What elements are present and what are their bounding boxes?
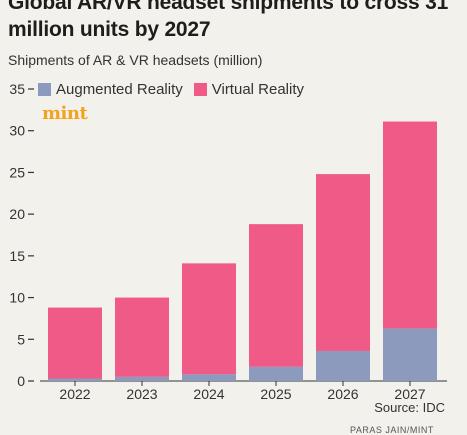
bar-ar-2025: [249, 366, 303, 381]
bar-vr-2025: [249, 224, 303, 367]
bar-vr-2026: [316, 174, 370, 351]
bar-vr-2027: [383, 121, 437, 329]
y-tick-label: 5: [17, 331, 25, 347]
legend: Augmented Reality Virtual Reality: [38, 81, 315, 98]
legend-swatch-vr: [193, 83, 207, 96]
y-tick-label: 30: [9, 123, 25, 139]
y-tick-label: 35: [9, 81, 25, 97]
bar-ar-2024: [182, 374, 236, 381]
y-tick-label: 10: [9, 290, 25, 306]
legend-item-vr: Virtual Reality: [193, 81, 305, 98]
x-tick-label: 2022: [59, 386, 90, 402]
chart-subtitle: Shipments of AR & VR headsets (million): [8, 52, 263, 68]
x-tick-label: 2026: [327, 386, 358, 402]
legend-item-ar: Augmented Reality: [38, 81, 183, 98]
legend-label-vr: Virtual Reality: [211, 81, 305, 98]
bar-ar-2026: [316, 350, 370, 381]
chart-title: Global AR/VR headset shipments to cross …: [8, 0, 449, 41]
bar-ar-2027: [383, 328, 437, 381]
legend-swatch-ar: [38, 83, 51, 96]
x-tick-label: 2024: [193, 386, 224, 402]
bar-vr-2023: [115, 297, 169, 377]
x-tick-label: 2027: [394, 386, 425, 402]
mint-logo: mint: [42, 103, 88, 124]
bar-vr-2022: [48, 307, 102, 379]
x-tick-label: 2023: [126, 386, 157, 402]
y-tick-label: 15: [9, 248, 25, 264]
credit-note: PARAS JAIN/MINT: [350, 425, 434, 435]
legend-label-ar: Augmented Reality: [56, 81, 183, 98]
y-tick-label: 25: [9, 164, 25, 180]
bar-vr-2024: [182, 263, 236, 375]
bar-ar-2022: [48, 378, 102, 381]
y-tick-label: 0: [17, 373, 25, 389]
y-tick-label: 20: [9, 206, 25, 222]
source-note: Source: IDC: [374, 400, 445, 415]
bar-ar-2023: [115, 376, 169, 381]
x-tick-label: 2025: [260, 386, 291, 402]
